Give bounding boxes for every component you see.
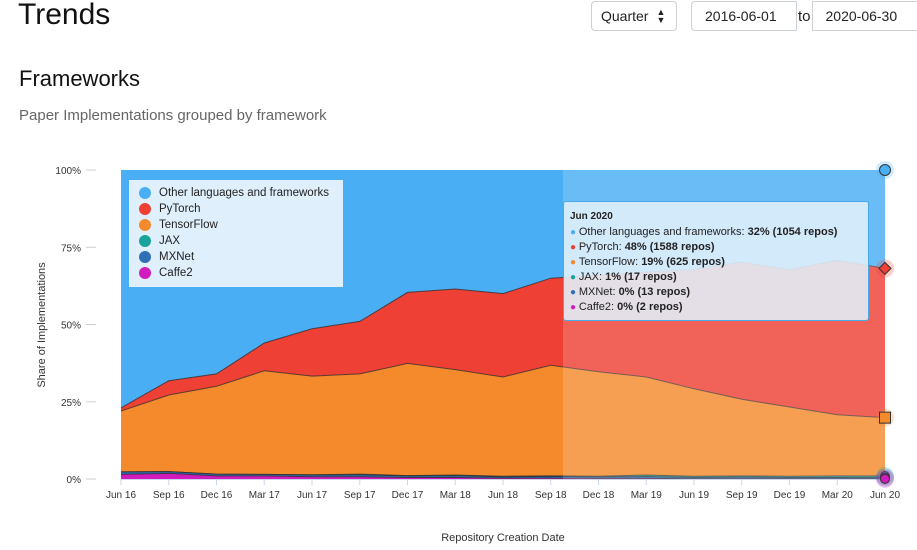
tooltip-dot-icon: ● <box>570 242 579 253</box>
x-tick-label: Mar 17 <box>249 490 281 501</box>
y-tick-label: 100% <box>55 166 81 177</box>
marker-other-languages-and-frameworks[interactable] <box>880 165 891 176</box>
sort-caret-icon: ▲ ▼ <box>656 8 665 24</box>
tooltip-row: ● Caffe2: 0% (2 repos) <box>570 300 862 315</box>
page-title: Trends <box>18 0 110 32</box>
x-tick-label: Sep 18 <box>535 490 567 501</box>
legend-label: PyTorch <box>159 203 201 215</box>
y-tick-label: 50% <box>61 321 81 332</box>
legend-label: JAX <box>159 235 180 247</box>
x-tick-label: Dec 17 <box>392 490 424 501</box>
x-tick-label: Dec 19 <box>774 490 806 501</box>
legend-dot-icon <box>139 187 151 199</box>
chart-legend: Other languages and frameworks PyTorch Ten… <box>129 180 343 287</box>
legend-item-pytorch[interactable]: PyTorch <box>139 201 343 217</box>
tooltip-row: ● MXNet: 0% (13 repos) <box>570 285 862 300</box>
y-tick-label: 75% <box>61 243 81 254</box>
tooltip-label: Other languages and frameworks: <box>579 226 748 238</box>
x-tick-label: Sep 19 <box>726 490 758 501</box>
legend-item-jax[interactable]: JAX <box>139 233 343 249</box>
marker-caffe2[interactable] <box>881 474 890 483</box>
tooltip-value: 48% (1588 repos) <box>625 241 715 253</box>
section-subtitle: Paper Implementations grouped by framewo… <box>19 107 327 124</box>
x-tick-label: Sep 16 <box>153 490 185 501</box>
x-tick-label: Dec 18 <box>583 490 615 501</box>
tooltip-label: JAX: <box>579 271 605 283</box>
chart-tooltip: Jun 2020 ● Other languages and framework… <box>563 201 869 321</box>
legend-dot-icon <box>139 251 151 263</box>
x-tick-label: Jun 16 <box>106 490 136 501</box>
tooltip-value: 32% (1054 repos) <box>748 226 838 238</box>
tooltip-dot-icon: ● <box>570 272 579 283</box>
tooltip-row: ● Other languages and frameworks: 32% (1… <box>570 225 862 240</box>
x-tick-label: Mar 18 <box>440 490 472 501</box>
x-tick-label: Mar 20 <box>822 490 854 501</box>
tooltip-row: ● JAX: 1% (17 repos) <box>570 270 862 285</box>
legend-item-caffe2[interactable]: Caffe2 <box>139 265 343 281</box>
tooltip-title: Jun 2020 <box>570 209 862 224</box>
legend-label: MXNet <box>159 251 194 263</box>
tooltip-value: 0% (2 repos) <box>617 301 682 313</box>
y-tick-label: 25% <box>61 398 81 409</box>
tooltip-value: 0% (13 repos) <box>619 286 691 298</box>
section-title: Frameworks <box>19 66 140 92</box>
legend-label: Other languages and frameworks <box>159 187 329 199</box>
period-select[interactable]: Quarter ▲ ▼ <box>591 1 677 31</box>
legend-item-mxnet[interactable]: MXNet <box>139 249 343 265</box>
tooltip-dot-icon: ● <box>570 302 579 313</box>
x-tick-label: Sep 17 <box>344 490 376 501</box>
x-tick-label: Jun 18 <box>488 490 518 501</box>
tooltip-dot-icon: ● <box>570 257 579 268</box>
tooltip-label: PyTorch: <box>579 241 625 253</box>
marker-tensorflow[interactable] <box>880 412 891 423</box>
x-tick-label: Jun 17 <box>297 490 327 501</box>
tooltip-dot-icon: ● <box>570 227 579 238</box>
x-tick-label: Dec 16 <box>201 490 233 501</box>
legend-dot-icon <box>139 267 151 279</box>
y-tick-label: 0% <box>67 475 82 486</box>
legend-dot-icon <box>139 203 151 215</box>
legend-dot-icon <box>139 235 151 247</box>
tooltip-row: ● PyTorch: 48% (1588 repos) <box>570 240 862 255</box>
x-axis-title: Repository Creation Date <box>441 532 565 544</box>
tooltip-label: TensorFlow: <box>579 256 641 268</box>
tooltip-row: ● TensorFlow: 19% (625 repos) <box>570 255 862 270</box>
tooltip-value: 1% (17 repos) <box>605 271 677 283</box>
x-tick-label: Mar 19 <box>631 490 663 501</box>
legend-item-other-languages-and-frameworks[interactable]: Other languages and frameworks <box>139 185 343 201</box>
tooltip-label: Caffe2: <box>579 301 617 313</box>
x-tick-label: Jun 20 <box>870 490 900 501</box>
period-select-value: Quarter <box>601 8 648 24</box>
tooltip-value: 19% (625 repos) <box>641 256 725 268</box>
legend-item-tensorflow[interactable]: TensorFlow <box>139 217 343 233</box>
x-tick-label: Jun 19 <box>679 490 709 501</box>
tooltip-label: MXNet: <box>579 286 619 298</box>
date-from-input[interactable] <box>691 1 797 31</box>
legend-label: TensorFlow <box>159 219 218 231</box>
y-axis-title: Share of Implementations <box>36 262 48 388</box>
tooltip-dot-icon: ● <box>570 287 579 298</box>
date-controls: Quarter ▲▼ to <box>591 1 917 31</box>
legend-dot-icon <box>139 219 151 231</box>
to-label: to <box>797 8 812 25</box>
date-to-input[interactable] <box>812 1 917 31</box>
legend-label: Caffe2 <box>159 267 193 279</box>
